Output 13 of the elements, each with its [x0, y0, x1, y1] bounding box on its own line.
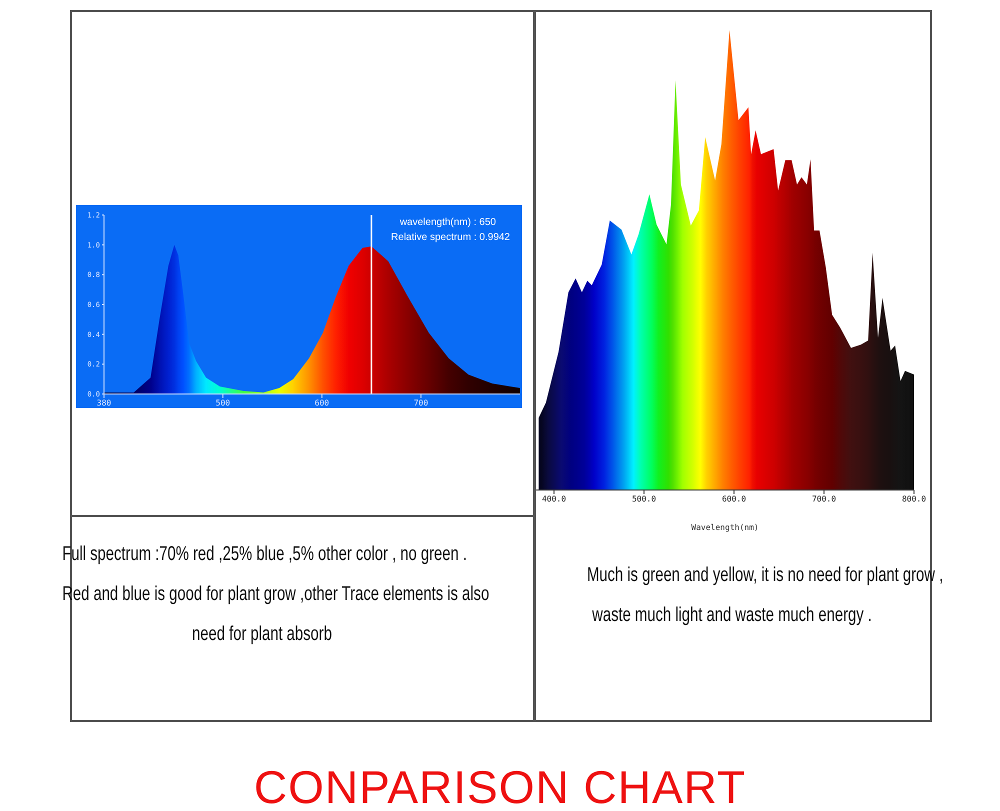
annotation: Relative spectrum : 0.9942 [391, 232, 510, 243]
x-tick-label: 600.0 [722, 494, 746, 504]
text: CONPARISON CHART [252, 760, 748, 811]
x-tick-label: 600 [314, 398, 330, 408]
annotation: wavelength(nm) : 650 [400, 217, 496, 228]
x-tick-label: 700 [414, 398, 428, 408]
x-tick-label: 380 [96, 398, 112, 408]
x-tick-label: 500 [216, 398, 230, 408]
x-tick-label: 800.0 [902, 494, 926, 504]
x-axis-title: Wavelength(nm) [691, 523, 759, 532]
x-tick-label: 700.0 [812, 494, 836, 504]
x-tick-label: 400.0 [542, 494, 566, 504]
x-tick-label: 500.0 [632, 494, 656, 504]
